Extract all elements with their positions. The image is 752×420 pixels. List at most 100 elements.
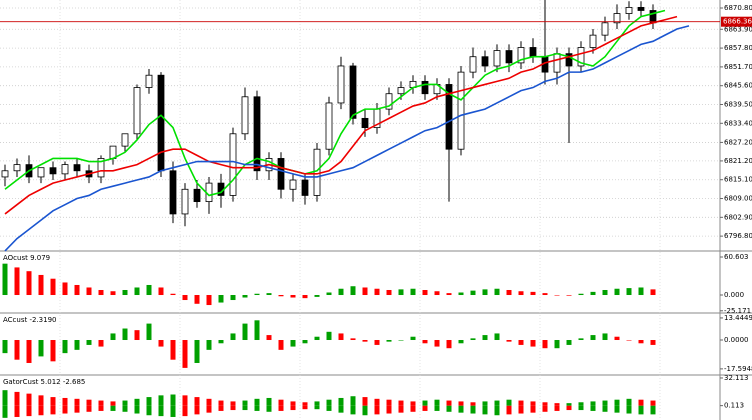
gator-bar xyxy=(482,405,488,415)
histogram-bar xyxy=(38,274,44,296)
gator-bar xyxy=(218,400,224,406)
gator-bar xyxy=(590,405,596,411)
candle-body xyxy=(385,93,393,110)
histogram-bar xyxy=(554,295,560,296)
gator-bar xyxy=(326,405,332,411)
histogram-bar xyxy=(518,291,524,296)
candle-body xyxy=(601,22,609,36)
candle-body xyxy=(289,179,297,190)
candle-body xyxy=(61,164,69,175)
histogram-bar xyxy=(26,271,32,296)
histogram-bar xyxy=(374,340,380,345)
candle-body xyxy=(325,102,333,150)
gator-bar xyxy=(650,405,656,415)
histogram-bar xyxy=(638,287,644,296)
histogram-bar xyxy=(206,340,212,350)
histogram-bar xyxy=(110,333,116,341)
histogram-bar xyxy=(230,295,236,301)
histogram-bar xyxy=(26,340,32,363)
y-tick-label: 6827.20 xyxy=(724,138,752,146)
gator-bar xyxy=(458,405,464,413)
candle-body xyxy=(313,148,321,196)
histogram-bar xyxy=(578,293,584,296)
gator-bar xyxy=(566,403,572,406)
gator-bar xyxy=(398,400,404,406)
gator-bar xyxy=(134,405,140,414)
histogram-bar xyxy=(614,336,620,341)
histogram-bar xyxy=(542,293,548,296)
candle-body xyxy=(505,50,513,64)
gator-bar xyxy=(518,400,524,406)
candle-body xyxy=(469,56,477,73)
histogram-bar xyxy=(374,288,380,296)
histogram-bar xyxy=(314,336,320,341)
candle-body xyxy=(73,164,81,172)
gator-bar xyxy=(50,397,56,406)
histogram-bar xyxy=(614,288,620,296)
gator-bar xyxy=(386,399,392,406)
gator-bar xyxy=(38,405,44,416)
gator-bar xyxy=(146,405,152,416)
histogram-bar xyxy=(122,289,128,296)
gator-bar xyxy=(650,400,656,406)
histogram-bar xyxy=(398,289,404,296)
candle-body xyxy=(565,53,573,67)
candle-body xyxy=(193,188,201,203)
y-tick-label: 6857.80 xyxy=(724,44,752,52)
gator-bar xyxy=(266,405,272,412)
histogram-bar xyxy=(74,284,80,296)
histogram-bar xyxy=(182,295,188,301)
gator-bar xyxy=(578,402,584,406)
histogram-bar xyxy=(602,289,608,296)
gator-bar xyxy=(182,405,188,417)
gator-bar xyxy=(146,397,152,406)
gator-bar xyxy=(26,405,32,417)
gator-bar xyxy=(494,400,500,406)
gator-bar xyxy=(422,400,428,406)
y-tick-label: 6802.90 xyxy=(724,213,752,221)
histogram-bar xyxy=(350,286,356,296)
gator-bar xyxy=(410,405,416,412)
gator-bar xyxy=(470,405,476,414)
y-tick-label: 13.4449 xyxy=(724,314,752,322)
histogram-bar xyxy=(230,333,236,341)
gator-bar xyxy=(614,405,620,413)
histogram-bar xyxy=(482,289,488,296)
gator-bar xyxy=(134,398,140,406)
gator-bar xyxy=(626,405,632,414)
histogram-bar xyxy=(446,340,452,349)
gator-bar xyxy=(374,405,380,415)
candle-body xyxy=(37,167,45,178)
gator-bar xyxy=(254,398,260,406)
y-tick-label: 6851.70 xyxy=(724,63,752,71)
gator-bar xyxy=(206,398,212,406)
gator-bar xyxy=(110,405,116,411)
histogram-bar xyxy=(506,289,512,296)
gator-bar xyxy=(86,405,92,412)
candle-body xyxy=(145,74,153,88)
gator-bar xyxy=(50,405,56,415)
moving-average-line xyxy=(4,9,666,197)
gator-bar xyxy=(290,401,296,406)
histogram-bar xyxy=(158,287,164,296)
candle-body xyxy=(49,167,57,175)
histogram-bar xyxy=(98,289,104,296)
gator-bar xyxy=(122,405,128,412)
gator-bar xyxy=(14,391,20,406)
histogram-bar xyxy=(542,340,548,349)
histogram-bar xyxy=(110,291,116,296)
y-tick-label: 6863.90 xyxy=(724,25,752,33)
candle-body xyxy=(241,96,249,135)
histogram-bar xyxy=(434,340,440,347)
gator-bar xyxy=(614,399,620,406)
gator-bar xyxy=(446,400,452,406)
histogram-bar xyxy=(482,335,488,341)
gator-bar xyxy=(530,405,536,413)
histogram-bar xyxy=(338,288,344,296)
histogram-bar xyxy=(626,340,632,341)
gator-bar xyxy=(254,405,260,411)
histogram-bar xyxy=(62,340,68,354)
gator-bar xyxy=(158,395,164,406)
moving-average-line xyxy=(4,25,690,252)
